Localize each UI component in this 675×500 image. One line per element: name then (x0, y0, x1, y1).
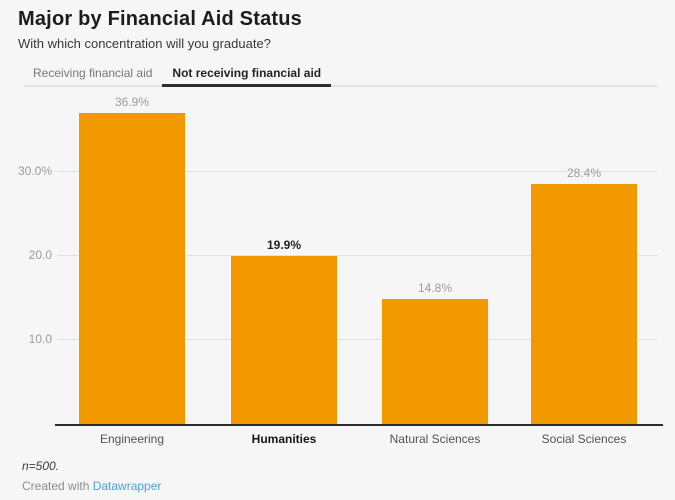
gridline-30 (57, 171, 658, 172)
value-label: 14.8% (417, 281, 453, 295)
footnote: n=500. (22, 459, 60, 473)
tab-not-receiving-financial-aid[interactable]: Not receiving financial aid (162, 62, 332, 87)
tab-separator-line (24, 85, 658, 87)
bar-humanities (231, 256, 337, 425)
y-axis-tick-label: 30.0% (17, 164, 52, 178)
attribution: Created with Datawrapper (22, 479, 161, 493)
value-label: 28.4% (566, 166, 602, 180)
attribution-prefix: Created with (22, 479, 93, 493)
page-title: Major by Financial Aid Status (18, 8, 302, 30)
chart-subtitle: With which concentration will you gradua… (18, 36, 271, 51)
gridline-10 (57, 339, 658, 340)
x-axis-baseline (55, 424, 663, 426)
series-tabs: Receiving financial aid Not receiving fi… (23, 62, 332, 87)
category-label: Natural Sciences (389, 432, 481, 446)
datawrapper-link[interactable]: Datawrapper (92, 479, 162, 493)
category-label: Humanities (251, 432, 317, 446)
y-axis-tick-label: 20.0 (28, 248, 52, 262)
bar-natural-sciences (382, 299, 488, 425)
bar-engineering (79, 113, 185, 425)
gridline-20 (57, 255, 658, 256)
category-label: Engineering (99, 432, 165, 446)
bar-social-sciences (531, 184, 637, 425)
value-label: 19.9% (266, 238, 302, 252)
tab-receiving-financial-aid[interactable]: Receiving financial aid (33, 66, 153, 80)
value-label: 36.9% (114, 95, 150, 109)
y-axis-tick-label: 10.0 (28, 332, 52, 346)
category-label: Social Sciences (541, 432, 627, 446)
